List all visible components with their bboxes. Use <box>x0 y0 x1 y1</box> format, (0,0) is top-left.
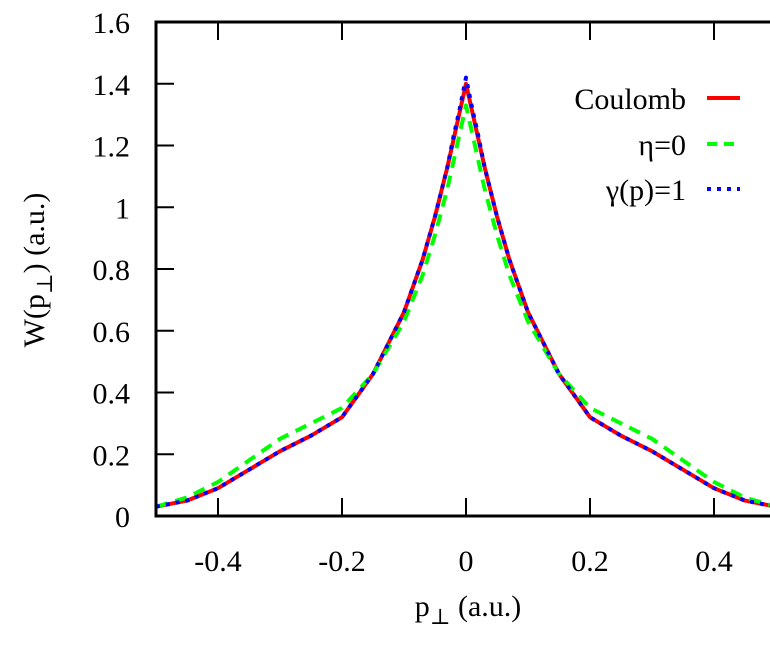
x-tick-label: -0.2 <box>318 545 366 578</box>
y-tick-label: 1.2 <box>93 131 131 164</box>
x-tick-label: 0.4 <box>695 545 733 578</box>
y-axis-title-tail: ) (a.u.) <box>18 193 51 274</box>
y-axis-title-sub: ⊥ <box>32 273 57 294</box>
series-gamma-line <box>156 75 770 509</box>
x-tick-label: 0.2 <box>571 545 609 578</box>
legend: Coulomb η=0 γ(p)=1 <box>574 83 740 207</box>
plot-frame <box>154 20 770 518</box>
x-axis-title: p⊥ (a.u.) <box>415 590 522 629</box>
x-tick-label: -0.4 <box>194 545 242 578</box>
y-tick-label: 1.6 <box>93 7 131 40</box>
tick-labels-layer: -0.4 -0.2 0 0.2 0.4 0 0.2 0.4 0.6 0.8 1 1.2 1.4 1.6 <box>93 7 733 578</box>
y-tick-label: 0.2 <box>93 439 131 472</box>
y-tick-label: 0.4 <box>93 378 131 411</box>
y-tick-label: 0.8 <box>93 254 131 287</box>
legend-label-eta: η=0 <box>638 129 686 162</box>
x-axis-title-main: p <box>415 590 430 623</box>
legend-label-gamma: γ(p)=1 <box>605 174 686 207</box>
series-eta-line <box>156 103 770 509</box>
y-tick-label: 0.6 <box>93 316 131 349</box>
x-tick-label: 0 <box>459 545 474 578</box>
y-tick-label: 1.4 <box>93 69 131 102</box>
x-axis-title-sub: ⊥ <box>430 604 451 629</box>
x-axis-title-tail: (a.u.) <box>450 590 521 623</box>
y-tick-label: 0 <box>115 501 130 534</box>
legend-label-coulomb: Coulomb <box>574 83 686 116</box>
series-layer <box>156 75 770 509</box>
y-axis-title-main: W(p <box>18 294 51 347</box>
y-axis-title: W(p⊥) (a.u.) <box>18 193 57 348</box>
y-tick-label: 1 <box>115 192 130 225</box>
